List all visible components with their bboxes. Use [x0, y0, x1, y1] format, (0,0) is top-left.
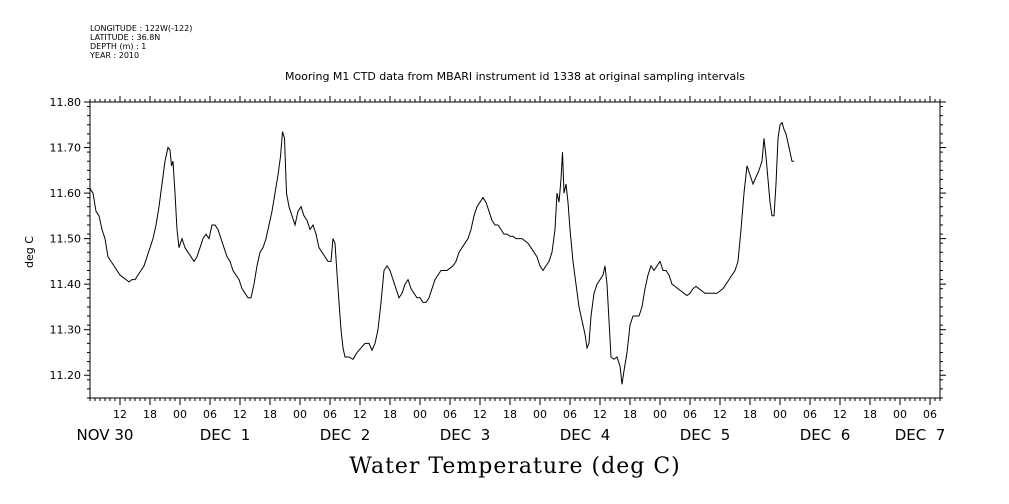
year-label: YEAR : 2010	[90, 51, 140, 60]
x-hour-label: 06	[323, 408, 337, 421]
x-day-label: DEC 4	[560, 426, 611, 444]
x-hour-label: 00	[173, 408, 187, 421]
y-axis-label: deg C	[23, 236, 36, 268]
latitude-label: LATITUDE : 36.8N	[90, 33, 161, 42]
y-tick-label: 11.80	[50, 96, 82, 109]
variable-title: Water Temperature (deg C)	[349, 454, 681, 479]
plot-border	[89, 101, 941, 399]
x-hour-label: 18	[263, 408, 277, 421]
x-hour-label: 18	[743, 408, 757, 421]
axis-labels: 11.20 11.30 11.40 11.50 11.60 11.70 11.80 12 18 0…	[50, 96, 946, 444]
x-hour-label: 18	[143, 408, 157, 421]
x-day-label: NOV 30	[77, 426, 134, 444]
x-hour-label: 06	[203, 408, 217, 421]
x-day-label: DEC 5	[680, 426, 731, 444]
x-hour-label: 12	[353, 408, 367, 421]
x-hour-label: 12	[593, 408, 607, 421]
longitude-label: LONGITUDE : 122W(-122)	[90, 24, 193, 33]
x-hour-label: 06	[683, 408, 697, 421]
x-hour-label: 06	[563, 408, 577, 421]
x-hour-label: 18	[623, 408, 637, 421]
y-tick-label: 11.30	[50, 324, 82, 337]
x-hour-label: 18	[503, 408, 517, 421]
y-tick-label: 11.60	[50, 187, 82, 200]
x-hour-label: 00	[893, 408, 907, 421]
axis-ticks	[84, 96, 946, 405]
chart-title: Mooring M1 CTD data from MBARI instrumen…	[284, 70, 746, 83]
x-hour-label: 00	[653, 408, 667, 421]
x-hour-label: 00	[293, 408, 307, 421]
x-day-label: DEC 2	[320, 426, 371, 444]
depth-label: DEPTH (m) : 1	[90, 42, 147, 51]
series-layer	[89, 121, 794, 385]
x-hour-label: 00	[413, 408, 427, 421]
x-hour-label: 12	[113, 408, 127, 421]
plot-frame	[89, 101, 941, 399]
y-tick-label: 11.20	[50, 369, 82, 382]
y-tick-label: 11.70	[50, 142, 82, 155]
x-hour-label: 12	[473, 408, 487, 421]
x-day-label: DEC 3	[440, 426, 491, 444]
x-hour-label: 06	[923, 408, 937, 421]
x-hour-label: 00	[773, 408, 787, 421]
temperature-series-line	[89, 121, 794, 385]
y-tick-label: 11.40	[50, 278, 82, 291]
x-hour-label: 18	[383, 408, 397, 421]
x-hour-label: 12	[233, 408, 247, 421]
x-hour-label: 06	[443, 408, 457, 421]
x-day-label: DEC 7	[895, 426, 946, 444]
y-tick-label: 11.50	[50, 233, 82, 246]
x-day-label: DEC 6	[800, 426, 851, 444]
x-hour-label: 00	[533, 408, 547, 421]
x-hour-label: 12	[833, 408, 847, 421]
x-hour-label: 18	[863, 408, 877, 421]
x-day-label: DEC 1	[200, 426, 251, 444]
x-hour-label: 06	[803, 408, 817, 421]
x-hour-label: 12	[713, 408, 727, 421]
